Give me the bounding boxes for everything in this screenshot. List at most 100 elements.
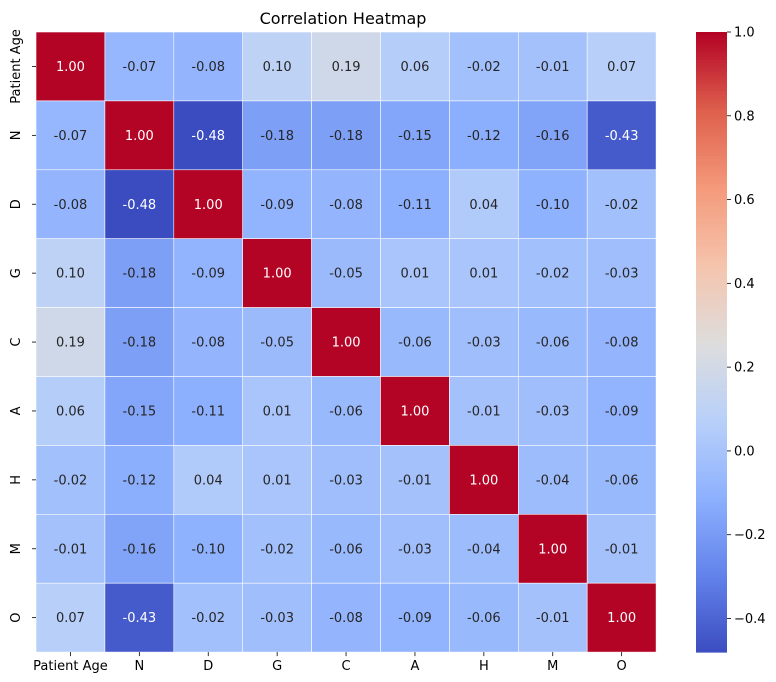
colorbar-gradient-segment [696, 261, 727, 266]
colorbar-gradient-segment [696, 276, 727, 281]
heatmap-cell-n-d [173, 100, 244, 171]
colorbar-gradient-segment [696, 270, 727, 275]
heatmap-cell-a-o [586, 376, 657, 446]
colorbar-gradient-segment [696, 112, 727, 117]
x-tick-label-h: H [479, 659, 489, 674]
heatmap-cell-a-a [380, 376, 450, 446]
cell-value-a-n: -0.15 [123, 404, 157, 419]
cell-value-d-o: -0.02 [605, 198, 639, 213]
heatmap-cell-m-h [449, 513, 519, 584]
colorbar-gradient-segment [696, 472, 727, 476]
cell-value-patient-age-c: 0.19 [332, 60, 361, 75]
colorbar-gradient-segment [696, 636, 727, 641]
cell-value-c-patient-age: 0.19 [56, 336, 85, 351]
cell-value-a-h: -0.01 [467, 404, 501, 419]
cell-value-h-g: 0.01 [263, 473, 292, 488]
cell-value-o-h: -0.06 [467, 611, 501, 626]
cell-value-g-d: -0.09 [191, 267, 225, 282]
colorbar-gradient-segment [696, 245, 727, 250]
colorbar-gradient-segment [696, 81, 727, 86]
colorbar-gradient-segment [696, 47, 727, 52]
heatmap-cell-a-g [242, 376, 312, 446]
cell-value-g-patient-age: 0.10 [56, 267, 85, 282]
colorbar-gradient-segment [696, 376, 727, 380]
cell-value-h-d: 0.04 [194, 473, 223, 488]
cell-value-m-g: -0.02 [260, 542, 294, 557]
cell-value-g-o: -0.03 [605, 267, 639, 282]
colorbar-gradient-segment [696, 143, 727, 148]
colorbar-gradient-segment [696, 459, 727, 464]
cell-value-m-n: -0.16 [123, 542, 157, 557]
colorbar-gradient-segment [696, 453, 727, 458]
colorbar-gradient-segment [696, 320, 727, 324]
colorbar-gradient-segment [696, 512, 727, 517]
colorbar-gradient-segment [696, 338, 727, 343]
heatmap-annotations: 1.00 -0.07 -0.08 0.10 0.19 0.06 -0.02 -0.01 0.07… [54, 60, 639, 626]
colorbar-tick-label: 0.2 [734, 361, 755, 376]
colorbar-gradient-segment [696, 208, 727, 213]
heatmap-cell-o-h [449, 582, 519, 653]
colorbar-gradient-segment [696, 311, 727, 315]
colorbar-gradient-segment [696, 342, 727, 346]
colorbar-gradient-segment [696, 304, 727, 309]
cell-value-o-g: -0.03 [260, 611, 294, 626]
colorbar-gradient-segment [696, 614, 727, 619]
colorbar-gradient-segment [696, 645, 727, 650]
x-tick-label-c: C [342, 659, 351, 674]
colorbar-tick-label: −0.4 [734, 612, 766, 627]
colorbar-gradient-segment [696, 602, 727, 607]
colorbar-gradient-segment [696, 351, 727, 355]
colorbar-gradient-segment [696, 137, 727, 142]
colorbar-gradient-segment [696, 534, 727, 538]
cell-value-c-n: -0.18 [123, 336, 157, 351]
colorbar-gradient-segment [696, 221, 727, 225]
colorbar-gradient-segment [696, 35, 727, 39]
colorbar-gradient-segment [696, 540, 727, 545]
colorbar-tick-label: −0.2 [734, 528, 766, 543]
colorbar-gradient-segment [696, 171, 727, 176]
colorbar-gradient-segment [696, 283, 727, 287]
colorbar-gradient-segment [696, 156, 727, 160]
cell-value-g-n: -0.18 [123, 267, 157, 282]
colorbar-gradient-segment [696, 450, 727, 455]
cell-value-n-d: -0.48 [191, 129, 225, 144]
cell-value-o-patient-age: 0.07 [56, 611, 85, 626]
cell-value-c-d: -0.08 [191, 336, 225, 351]
colorbar-gradient-segment [696, 168, 727, 173]
colorbar-gradient-segment [696, 546, 727, 551]
cell-value-a-o: -0.09 [605, 404, 639, 419]
colorbar-gradient-segment [696, 87, 727, 92]
colorbar-gradient-segment [696, 286, 727, 290]
colorbar-gradient-segment [696, 428, 727, 433]
colorbar-gradient-segment [696, 416, 727, 421]
heatmap-cell-h-n [104, 445, 175, 515]
heatmap-cell-a-c [311, 376, 381, 446]
colorbar-gradient-segment [696, 441, 727, 445]
cell-value-a-g: 0.01 [263, 404, 292, 419]
heatmap-cell-o-c [311, 582, 381, 653]
cell-value-patient-age-d: -0.08 [191, 60, 225, 75]
x-tick-label-m: M [547, 659, 558, 674]
colorbar-gradient-segment [696, 562, 727, 566]
cell-value-h-m: -0.04 [536, 473, 570, 488]
heatmap-cell-g-o [586, 238, 657, 308]
colorbar-gradient-segment [696, 335, 727, 340]
colorbar-gradient-segment [696, 565, 727, 569]
colorbar-gradient-segment [696, 369, 727, 374]
colorbar-gradient-segment [696, 174, 727, 179]
colorbar-gradient-segment [696, 252, 727, 256]
heatmap-cell-d-h [449, 169, 519, 240]
colorbar-gradient-segment [696, 326, 727, 331]
colorbar-gradient-segment [696, 75, 727, 80]
colorbar-gradient-segment [696, 106, 727, 111]
colorbar-gradient-segment [696, 627, 727, 631]
colorbar-gradient-segment [696, 190, 727, 194]
colorbar-gradient-segment [696, 205, 727, 210]
cell-value-g-a: 0.01 [400, 267, 429, 282]
colorbar-gradient-segment [696, 295, 727, 300]
colorbar-gradient-segment [696, 307, 727, 312]
heatmap-cell-o-g [242, 582, 312, 653]
cell-value-patient-age-a: 0.06 [400, 60, 429, 75]
heatmap-cell-o-patient-age [35, 582, 106, 653]
heatmap-cell-d-o [586, 169, 657, 240]
